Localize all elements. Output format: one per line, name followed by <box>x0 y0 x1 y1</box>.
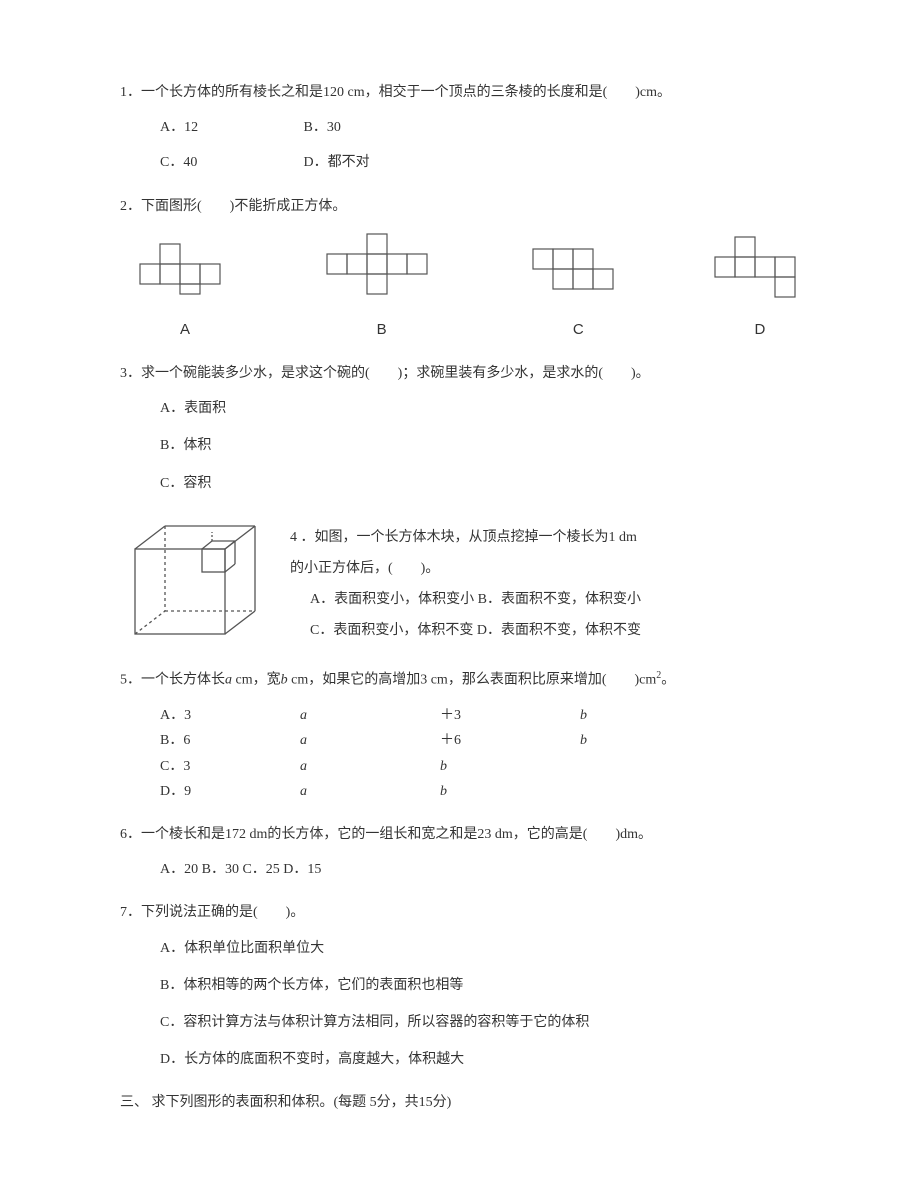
question-2: 2．下面图形( )不能折成正方体。 A <box>120 194 820 343</box>
q5-opt-d: D．9ab <box>160 779 580 804</box>
q5-opt-c: C．3ab <box>160 754 580 779</box>
q1-text: 1．一个长方体的所有棱长之和是120 cm，相交于一个顶点的三条棱的长度和是( … <box>120 80 820 105</box>
q4-opt-a: A．表面积变小，体积变小 <box>310 592 474 607</box>
q7-opt-a: A．体积单位比面积单位大 <box>160 936 820 961</box>
q7-opt-b: B．体积相等的两个长方体，它们的表面积也相等 <box>160 973 820 998</box>
question-1: 1．一个长方体的所有棱长之和是120 cm，相交于一个顶点的三条棱的长度和是( … <box>120 80 820 176</box>
q5-options: A．3a＋3b B．6a＋6b C．3ab D．9ab <box>120 703 820 804</box>
q4-opts-row2: C．表面积变小，体积不变 D．表面积不变，体积不变 <box>290 618 820 643</box>
q3-opt-b: B．体积 <box>160 433 820 458</box>
question-6: 6．一个棱长和是172 dm的长方体，它的一组长和宽之和是23 dm，它的高是(… <box>120 822 820 882</box>
q4-opt-c: C．表面积变小，体积不变 <box>310 623 473 638</box>
question-5: 5．一个长方体长a cm，宽b cm，如果它的高增加3 cm，那么表面积比原来增… <box>120 667 820 804</box>
net-d: D <box>710 234 810 343</box>
q5-mid2: cm，如果它的高增加3 cm，那么表面积比原来增加( )cm <box>288 673 657 688</box>
net-c: C <box>523 244 633 343</box>
q7-options: A．体积单位比面积单位大 B．体积相等的两个长方体，它们的表面积也相等 C．容积… <box>120 936 820 1073</box>
q1-options-row2: C．40 D．都不对 <box>120 150 820 175</box>
q3-options: A．表面积 B．体积 C．容积 <box>120 396 820 496</box>
net-d-label: D <box>710 316 810 343</box>
q4-body: 4 ．如图，一个长方体木块，从顶点挖掉一个棱长为1 dm 的小正方体后，( )。… <box>290 514 820 650</box>
q5-opt-a: A．3a＋3b <box>160 703 720 728</box>
q7-opt-c: C．容积计算方法与体积计算方法相同，所以容器的容积等于它的体积 <box>160 1010 820 1035</box>
q3-text: 3．求一个碗能装多少水，是求这个碗的( )；求碗里装有多少水，是求水的( )。 <box>120 361 820 386</box>
net-b-svg <box>317 229 447 299</box>
q4-line2: 的小正方体后，( )。 <box>290 556 820 581</box>
q5-text: 5．一个长方体长a cm，宽b cm，如果它的高增加3 cm，那么表面积比原来增… <box>120 667 820 693</box>
net-a: A <box>130 239 240 343</box>
question-3: 3．求一个碗能装多少水，是求这个碗的( )；求碗里装有多少水，是求水的( )。 … <box>120 361 820 496</box>
q2-text: 2．下面图形( )不能折成正方体。 <box>120 194 820 219</box>
q7-opt-d: D．长方体的底面积不变时，高度越大，体积越大 <box>160 1047 820 1072</box>
section-3-heading: 三、 求下列图形的表面积和体积。(每题 5分，共15分) <box>120 1090 820 1115</box>
q5-mid1: cm，宽 <box>232 673 281 688</box>
q5-b-var: b <box>281 673 288 688</box>
q4-opts-row1: A．表面积变小，体积变小 B．表面积不变，体积变小 <box>290 587 820 612</box>
q7-text: 7．下列说法正确的是( )。 <box>120 900 820 925</box>
net-b: B <box>317 229 447 343</box>
q1-options-row1: A．12 B．30 <box>120 115 820 140</box>
net-d-svg <box>710 234 810 299</box>
question-4: 4 ．如图，一个长方体木块，从顶点挖掉一个棱长为1 dm 的小正方体后，( )。… <box>120 514 820 650</box>
q1-opt-d: D．都不对 <box>304 150 444 175</box>
q6-opts: A．20 B．30 C．25 D．15 <box>120 857 820 882</box>
q6-text: 6．一个棱长和是172 dm的长方体，它的一组长和宽之和是23 dm，它的高是(… <box>120 822 820 847</box>
q5-a-var: a <box>225 673 232 688</box>
q5-prefix: 5．一个长方体长 <box>120 673 225 688</box>
q1-opt-c: C．40 <box>160 150 300 175</box>
q4-line1: 4 ．如图，一个长方体木块，从顶点挖掉一个棱长为1 dm <box>290 525 820 550</box>
q5-suffix: 。 <box>661 673 675 688</box>
net-a-label: A <box>130 316 240 343</box>
q3-opt-c: C．容积 <box>160 471 820 496</box>
q1-opt-a: A．12 <box>160 115 300 140</box>
q1-opt-b: B．30 <box>304 115 444 140</box>
q4-opt-b: B．表面积不变，体积变小 <box>478 592 641 607</box>
q5-opt-b: B．6a＋6b <box>160 728 720 753</box>
net-c-svg <box>523 244 633 299</box>
q4-opt-d: D．表面积不变，体积不变 <box>477 623 641 638</box>
cube-nets-row: A B <box>120 229 820 343</box>
cube-with-notch-svg <box>120 514 270 644</box>
question-7: 7．下列说法正确的是( )。 A．体积单位比面积单位大 B．体积相等的两个长方体… <box>120 900 820 1072</box>
q3-opt-a: A．表面积 <box>160 396 820 421</box>
net-c-label: C <box>523 316 633 343</box>
net-a-svg <box>130 239 240 299</box>
net-b-label: B <box>317 316 447 343</box>
